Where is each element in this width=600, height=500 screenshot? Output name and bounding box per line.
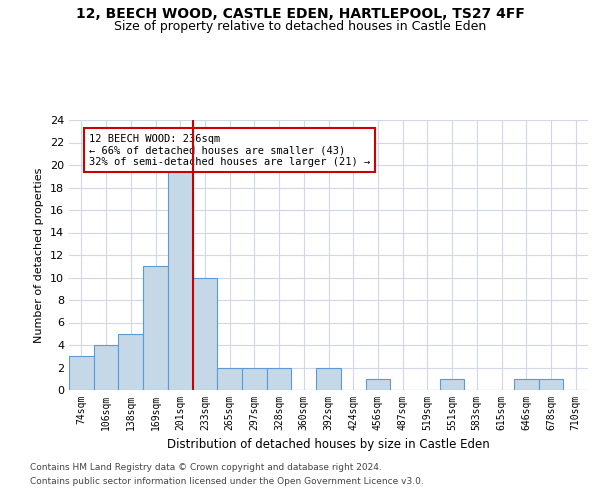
Text: Contains public sector information licensed under the Open Government Licence v3: Contains public sector information licen… [30, 478, 424, 486]
Bar [267, 368, 292, 390]
Text: Size of property relative to detached houses in Castle Eden: Size of property relative to detached ho… [114, 20, 486, 33]
Y-axis label: Number of detached properties: Number of detached properties [34, 168, 44, 342]
Bar [514, 379, 539, 390]
Text: 12, BEECH WOOD, CASTLE EDEN, HARTLEPOOL, TS27 4FF: 12, BEECH WOOD, CASTLE EDEN, HARTLEPOOL,… [76, 8, 524, 22]
Bar [69, 356, 94, 390]
Bar [94, 345, 118, 390]
Bar [316, 368, 341, 390]
Text: Contains HM Land Registry data © Crown copyright and database right 2024.: Contains HM Land Registry data © Crown c… [30, 462, 382, 471]
Bar [365, 379, 390, 390]
Bar [193, 278, 217, 390]
Bar [242, 368, 267, 390]
Bar [143, 266, 168, 390]
Bar [118, 334, 143, 390]
Bar [168, 165, 193, 390]
X-axis label: Distribution of detached houses by size in Castle Eden: Distribution of detached houses by size … [167, 438, 490, 452]
Text: 12 BEECH WOOD: 236sqm
← 66% of detached houses are smaller (43)
32% of semi-deta: 12 BEECH WOOD: 236sqm ← 66% of detached … [89, 134, 370, 166]
Bar [440, 379, 464, 390]
Bar [217, 368, 242, 390]
Bar [539, 379, 563, 390]
